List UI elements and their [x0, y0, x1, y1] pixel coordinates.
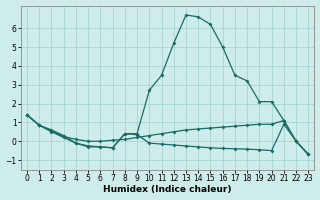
X-axis label: Humidex (Indice chaleur): Humidex (Indice chaleur) [103, 185, 232, 194]
